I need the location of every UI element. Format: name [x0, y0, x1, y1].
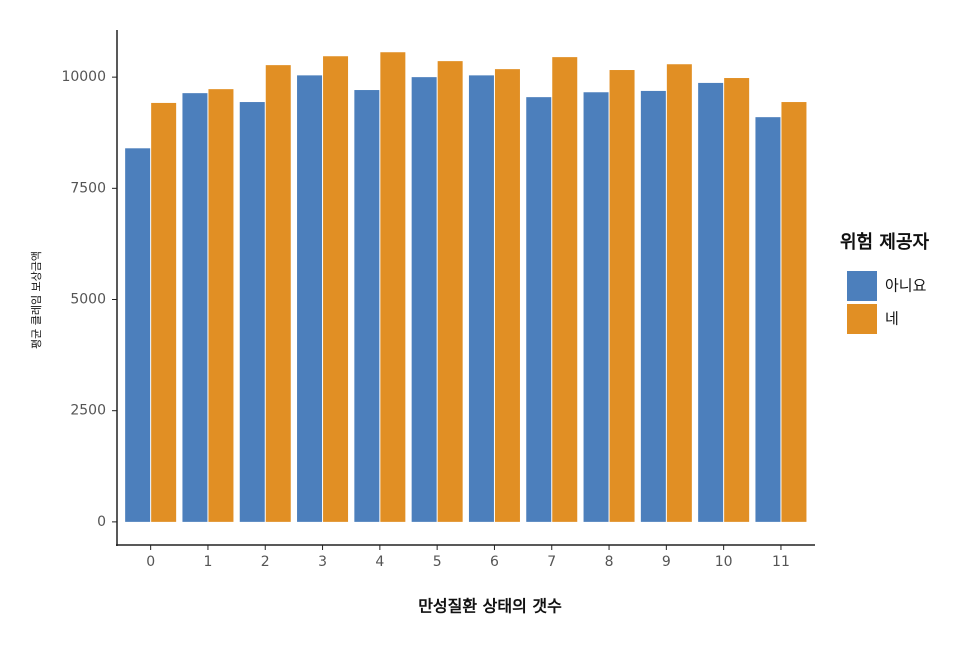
bar [724, 78, 750, 522]
bar [666, 64, 692, 522]
bar [265, 65, 291, 522]
y-axis-title: 평균 클레임 보상금액 [30, 251, 43, 349]
y-tick-label: 2500 [70, 403, 106, 419]
x-axis-title: 만성질환 상태의 갯수 [418, 597, 562, 616]
x-tick-label: 5 [433, 554, 442, 570]
bar [781, 102, 807, 522]
bar [468, 75, 494, 522]
legend-label: 네 [885, 310, 899, 328]
x-tick-label: 7 [547, 554, 556, 570]
x-tick-label: 11 [772, 554, 790, 570]
bar [755, 117, 781, 522]
y-tick-label: 10000 [61, 69, 106, 85]
bar [494, 69, 520, 522]
legend-swatch [847, 304, 877, 334]
bar [208, 89, 234, 522]
bar [323, 56, 349, 522]
bar [640, 90, 666, 522]
y-tick-label: 0 [97, 514, 106, 530]
bar [583, 92, 609, 522]
legend-title: 위험 제공자 [840, 231, 930, 253]
y-tick-label: 5000 [70, 292, 106, 308]
bar [297, 75, 323, 522]
bar [437, 61, 463, 522]
x-tick-label: 10 [715, 554, 733, 570]
x-tick-label: 6 [490, 554, 499, 570]
x-tick-label: 0 [146, 554, 155, 570]
bar [239, 102, 265, 522]
x-tick-label: 1 [203, 554, 212, 570]
bar [151, 102, 177, 522]
x-tick-label: 8 [605, 554, 614, 570]
legend-swatch [847, 271, 877, 301]
x-tick-label: 9 [662, 554, 671, 570]
bar [354, 90, 380, 522]
bar [526, 97, 552, 522]
bar [125, 148, 151, 522]
legend-label: 아니요 [885, 277, 927, 295]
bar [182, 93, 208, 522]
x-tick-label: 2 [261, 554, 270, 570]
y-tick-label: 7500 [70, 180, 106, 196]
bar [698, 82, 724, 522]
bar [411, 77, 437, 522]
bar [552, 57, 578, 522]
x-tick-label: 3 [318, 554, 327, 570]
x-tick-label: 4 [375, 554, 384, 570]
bar [609, 70, 635, 522]
bar [380, 52, 406, 522]
